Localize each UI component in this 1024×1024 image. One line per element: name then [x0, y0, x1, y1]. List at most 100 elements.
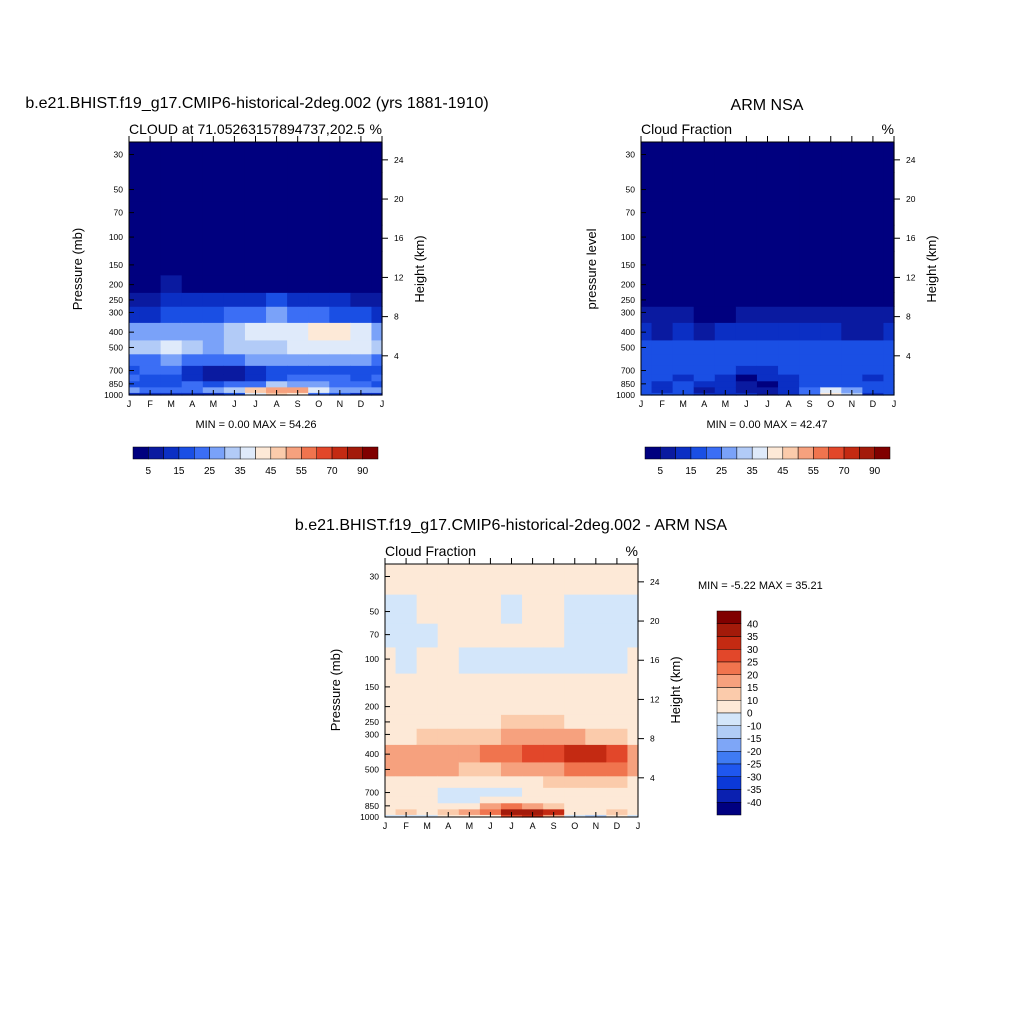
heatmap-cell: [799, 322, 821, 341]
heatmap-cell: [672, 365, 695, 375]
heatmap-cell: [627, 564, 639, 595]
heatmap-cell: [416, 802, 439, 810]
heatmap-cell: [437, 646, 460, 674]
heatmap-cell: [458, 594, 481, 624]
heatmap-cell: [543, 787, 565, 797]
heatmap-cell: [641, 386, 653, 393]
heatmap-cell: [416, 672, 439, 698]
heatmap-cell: [437, 775, 460, 788]
heatmap-cell: [350, 292, 373, 307]
colorbar-swatch: [660, 446, 676, 460]
colorbar-label: 45: [265, 466, 277, 477]
y-tick-label: 70: [626, 208, 636, 218]
heatmap-cell: [641, 365, 653, 375]
heatmap-cell: [693, 322, 716, 341]
heatmap-cell: [139, 365, 162, 375]
heatmap-cell: [202, 380, 225, 388]
heatmap-cell: [883, 380, 895, 388]
x-tick-label: F: [147, 399, 153, 409]
heatmap-cell: [129, 274, 141, 293]
heatmap-cell: [416, 714, 439, 729]
heatmap-cell: [181, 201, 204, 226]
heatmap-cell: [651, 250, 674, 276]
heatmap-cell: [129, 374, 141, 382]
heatmap-cell: [181, 250, 204, 276]
heatmap-cell: [287, 386, 309, 393]
colorbar-swatch: [224, 446, 241, 460]
colorbar-label: 15: [685, 466, 697, 477]
heatmap-cell: [820, 306, 842, 323]
heatmap-cell: [329, 322, 351, 341]
heatmap-cell: [308, 380, 330, 388]
heatmap-cell: [437, 728, 460, 745]
heatmap-cell: [287, 353, 309, 366]
heatmap-cell: [244, 365, 267, 375]
y-tick-label: 850: [109, 379, 123, 389]
colorbar-label: 70: [839, 466, 851, 477]
heatmap-cell: [735, 322, 758, 341]
heatmap-cell: [883, 274, 895, 293]
heatmap-cell: [395, 594, 418, 624]
heatmap-cell: [395, 744, 418, 763]
heatmap-cell: [627, 796, 639, 804]
heatmap-cell: [606, 808, 629, 815]
heatmap-cell: [756, 292, 779, 307]
heatmap-cell: [266, 292, 288, 307]
heatmap-cell: [308, 353, 330, 366]
heatmap-cell: [181, 292, 204, 307]
heatmap-cell: [500, 672, 523, 698]
y-tick-label: 250: [621, 295, 635, 305]
heatmap-cell: [329, 142, 351, 173]
heatmap-cell: [244, 353, 267, 366]
heatmap-cell: [564, 672, 586, 698]
heatmap-cell: [458, 808, 481, 815]
heatmap-cell: [543, 672, 565, 698]
heatmap-cell: [756, 322, 779, 341]
heatmap-cell: [329, 224, 351, 252]
heatmap-cell: [160, 353, 183, 366]
heatmap-cell: [385, 744, 397, 763]
heatmap-cell: [778, 201, 800, 226]
heatmap-cell: [841, 274, 863, 293]
heatmap-cell: [641, 353, 653, 366]
x-tick-label: M: [167, 399, 175, 409]
heatmap-cell: [778, 322, 800, 341]
heatmap-cell: [181, 365, 204, 375]
heatmap-cell: [841, 353, 863, 366]
heatmap-cell: [139, 224, 162, 252]
x-tick-label: N: [337, 399, 344, 409]
heatmap-cell: [385, 808, 397, 815]
x-tick-label: O: [827, 399, 834, 409]
colorbar-swatch: [859, 446, 875, 460]
heatmap-cell: [651, 380, 674, 388]
heatmap-cell: [244, 142, 267, 173]
heatmap-cell: [820, 365, 842, 375]
heatmap-cell: [395, 761, 418, 777]
heatmap-cell: [371, 172, 383, 202]
heatmap-cell: [350, 353, 373, 366]
obs-ylabel-right: Height (km): [924, 235, 939, 302]
heatmap-cell: [329, 172, 351, 202]
heatmap-cell: [862, 322, 885, 341]
diff-suptitle: b.e21.BHIST.f19_g17.CMIP6-historical-2de…: [295, 517, 728, 534]
heatmap-cell: [139, 353, 162, 366]
heatmap-cell: [160, 322, 183, 341]
heatmap-cell: [883, 292, 895, 307]
heatmap-cell: [416, 728, 439, 745]
y-tick-label: 150: [109, 260, 123, 270]
y-tick-label: 500: [109, 342, 123, 352]
heatmap-cell: [350, 201, 373, 226]
heatmap-cell: [543, 744, 565, 763]
colorbar-swatch: [194, 446, 210, 460]
heatmap-cell: [329, 250, 351, 276]
heatmap-cell: [522, 761, 544, 777]
heatmap-cell: [522, 696, 544, 715]
x-tick-label: N: [849, 399, 856, 409]
heatmap-cell: [385, 594, 397, 624]
heatmap-cell: [266, 224, 288, 252]
heatmap-cell: [329, 339, 351, 355]
heatmap-cell: [641, 339, 653, 355]
heatmap-cell: [883, 339, 895, 355]
colorbar-label: -30: [747, 772, 762, 783]
